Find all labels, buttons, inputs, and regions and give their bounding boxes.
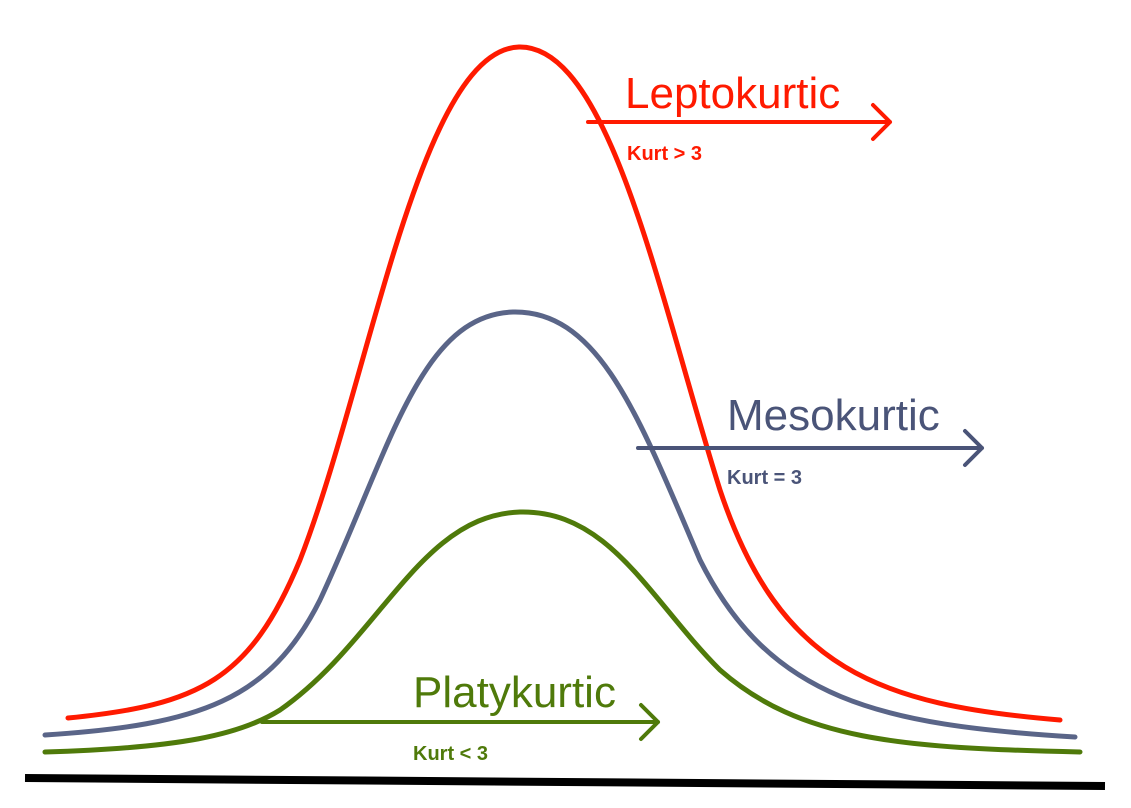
platykurtic-arrow-icon	[260, 703, 660, 741]
mesokurtic-label: Mesokurtic	[727, 391, 940, 440]
platykurtic-curve	[42, 509, 1083, 755]
leptokurtic-curve	[65, 44, 1063, 723]
platykurtic-label: Platykurtic	[413, 668, 616, 717]
mesokurtic-condition: Kurt = 3	[727, 467, 802, 489]
platykurtic-condition: Kurt < 3	[413, 743, 488, 765]
leptokurtic-arrow-icon	[586, 103, 892, 141]
mesokurtic-arrow-icon	[636, 429, 984, 467]
mesokurtic-curve	[42, 309, 1078, 740]
baseline-axis	[24, 774, 1106, 790]
leptokurtic-label: Leptokurtic	[625, 69, 840, 118]
leptokurtic-condition: Kurt > 3	[627, 143, 702, 165]
